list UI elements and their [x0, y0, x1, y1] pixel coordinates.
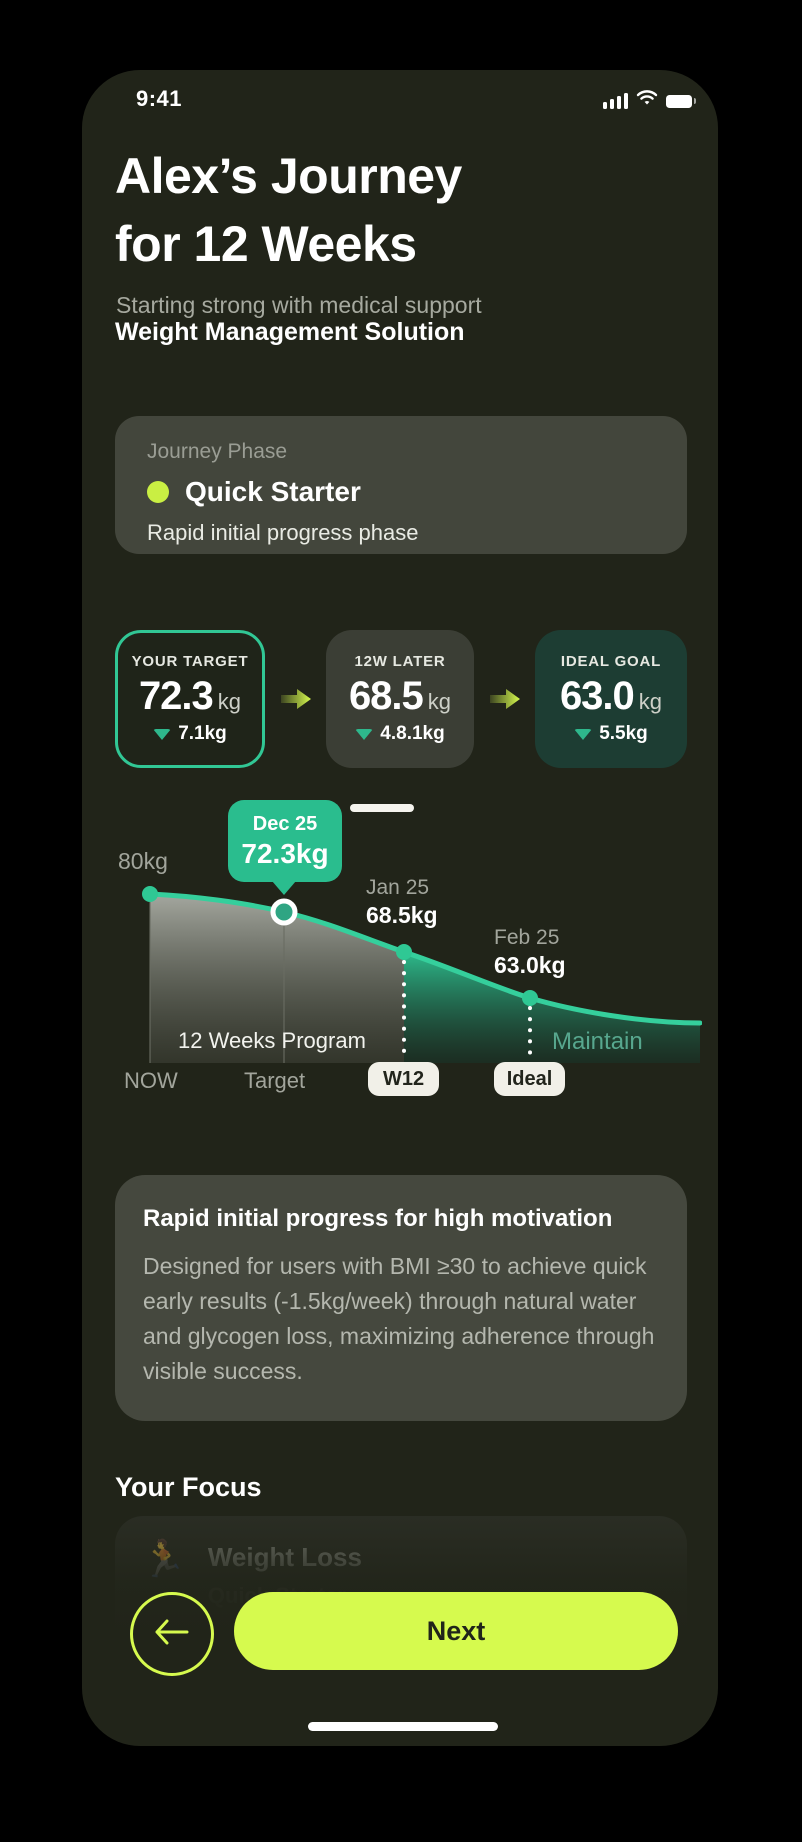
target-card-ideal-goal[interactable]: IDEAL GOAL 63.0 kg 5.5kg: [535, 630, 687, 768]
target-card-label: IDEAL GOAL: [560, 653, 662, 670]
next-button[interactable]: Next: [234, 1592, 678, 1670]
x-label-ideal-badge: Ideal: [494, 1062, 565, 1096]
down-triangle-icon: [574, 728, 593, 740]
explanation-body: Designed for users with BMI ≥30 to achie…: [143, 1253, 655, 1384]
point-value: 68.5kg: [366, 902, 438, 928]
page-title-line1: Alex’s Journey: [115, 148, 462, 204]
chart-point-ideal[interactable]: [522, 990, 538, 1006]
drag-handle[interactable]: [350, 804, 414, 812]
down-triangle-icon: [153, 728, 172, 740]
tooltip-date: Dec 25: [252, 812, 318, 835]
right-arrow-icon: [279, 687, 313, 711]
home-indicator[interactable]: [308, 1722, 498, 1731]
weight-progress-chart: 80kg Dec 25 72.3kg Jan 25 68.5kg Feb 25 …: [102, 790, 702, 1135]
page-title-line2: for 12 Weeks: [115, 216, 417, 272]
point-date: Feb 25: [494, 926, 560, 949]
target-card-label: 12W LATER: [354, 653, 446, 670]
target-delta: 4.8.1kg: [380, 723, 445, 744]
point-date: Jan 25: [366, 876, 430, 899]
journey-phase-label: Journey Phase: [147, 440, 288, 463]
phase-description: Rapid initial progress phase: [147, 520, 419, 545]
target-value: 68.5: [348, 674, 424, 718]
chart-point-w12[interactable]: [396, 944, 412, 960]
ideal-point-label: Feb 25 63.0kg: [494, 926, 566, 979]
x-label-w12-badge: W12: [368, 1062, 439, 1096]
target-delta: 5.5kg: [599, 723, 648, 744]
back-button[interactable]: [130, 1592, 214, 1676]
tooltip-value: 72.3kg: [241, 837, 329, 869]
back-arrow-icon: [153, 1619, 191, 1650]
phase-explanation-card: Rapid initial progress for high motivati…: [115, 1175, 687, 1421]
target-unit: kg: [427, 689, 452, 714]
chart-canvas: [142, 886, 702, 1063]
page-subtitle: Starting strong with medical support: [116, 292, 482, 318]
target-card-label: YOUR TARGET: [131, 653, 249, 670]
target-delta: 7.1kg: [178, 723, 227, 744]
x-label-now: NOW: [124, 1068, 178, 1093]
cellular-signal-icon: [602, 93, 628, 109]
explanation-title: Rapid initial progress for high motivati…: [143, 1205, 613, 1232]
point-value: 63.0kg: [494, 952, 566, 978]
focus-item-title: Weight Loss: [207, 1542, 362, 1572]
phone-screen: 9:41 Alex’s Journey for 12 Weeks Startin…: [82, 70, 718, 1746]
battery-icon: [666, 94, 696, 108]
phase-status-dot-icon: [147, 481, 169, 503]
phase-name: Quick Starter: [185, 476, 361, 507]
target-value: 72.3: [138, 674, 214, 718]
x-label-target: Target: [244, 1068, 306, 1093]
status-icons: [602, 90, 696, 112]
start-weight-label: 80kg: [118, 848, 168, 874]
chart-point-now[interactable]: [142, 886, 158, 902]
section-heading: Weight Management Solution: [115, 318, 465, 346]
down-triangle-icon: [355, 728, 374, 740]
chart-area-program: [150, 894, 404, 1063]
target-card-your-target[interactable]: YOUR TARGET 72.3 kg 7.1kg: [115, 630, 265, 768]
journey-phase-card: Journey Phase Quick Starter Rapid initia…: [115, 416, 687, 554]
status-time: 9:41: [136, 86, 183, 111]
chart-point-target[interactable]: [270, 898, 298, 926]
target-unit: kg: [217, 689, 242, 714]
weight-targets-row: YOUR TARGET 72.3 kg 7.1kg 12W LATER 68.5 k…: [115, 630, 687, 768]
target-unit: kg: [638, 689, 663, 714]
maintain-region-label: Maintain: [552, 1028, 643, 1055]
target-card-12w-later[interactable]: 12W LATER 68.5 kg 4.8.1kg: [326, 630, 474, 768]
right-arrow-icon: [488, 687, 522, 711]
chart-tooltip: Dec 25 72.3kg: [228, 800, 342, 882]
target-value: 63.0: [559, 674, 635, 718]
next-button-label: Next: [426, 1615, 486, 1646]
tooltip-pointer: [272, 881, 296, 895]
program-region-label: 12 Weeks Program: [178, 1028, 366, 1053]
w12-point-label: Jan 25 68.5kg: [366, 876, 438, 929]
focus-heading: Your Focus: [115, 1472, 262, 1502]
wifi-icon: [635, 90, 659, 112]
